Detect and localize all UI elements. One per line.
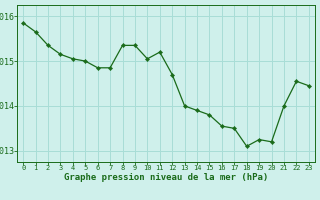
X-axis label: Graphe pression niveau de la mer (hPa): Graphe pression niveau de la mer (hPa) [64,173,268,182]
